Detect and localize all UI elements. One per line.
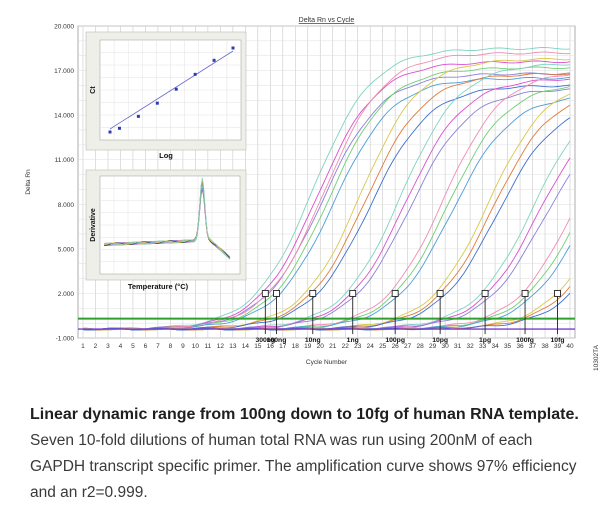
regression-line <box>109 50 234 130</box>
amplification-figure: Delta Rn vs Cycle 20.000 17.000 14.000 11.00… <box>25 17 600 371</box>
y-tick-label: 5.000 <box>58 246 75 253</box>
x-axis-label: Cycle Number <box>306 359 348 366</box>
x-tick-label: 3 <box>106 343 110 350</box>
x-tick-label: 24 <box>367 343 375 350</box>
dilution-label: 100fg <box>516 337 534 344</box>
x-tick-label: 15 <box>254 343 262 350</box>
standard-point <box>108 130 112 134</box>
ct-marker <box>521 289 529 297</box>
inset-y-label: Ct <box>90 86 97 94</box>
x-tick-label: 38 <box>541 343 549 350</box>
standard-point <box>136 114 140 118</box>
x-tick-label: 16 <box>267 343 275 350</box>
x-tick-label: 29 <box>429 343 437 350</box>
y-tick-label: 14.000 <box>54 113 74 120</box>
x-tick-label: 2 <box>94 343 98 350</box>
x-tick-label: 20 <box>317 343 325 350</box>
chart-title: Delta Rn vs Cycle <box>299 17 355 24</box>
dilution-label: 10fg <box>551 337 565 344</box>
ct-marker <box>349 289 357 297</box>
ct-marker <box>436 289 444 297</box>
melt-curve <box>103 177 231 259</box>
standard-point <box>155 101 159 105</box>
dilution-label: 1ng <box>347 337 359 344</box>
x-tick-label: 5 <box>131 343 135 350</box>
standard-point <box>193 72 197 76</box>
caption-body: Seven 10-fold dilutions of human total R… <box>30 432 577 501</box>
caption-title: Linear dynamic range from 100ng down to … <box>30 406 579 423</box>
dilution-label: 1pg <box>479 337 491 344</box>
x-tick-label: 36 <box>516 343 524 350</box>
y-tick-label: 20.000 <box>54 24 74 31</box>
amplification-chart: Delta Rn vs Cycle 20.000 17.000 14.000 11.00… <box>25 17 600 371</box>
x-tick-label: 31 <box>454 343 462 350</box>
y-tick-label: 8.000 <box>58 202 75 209</box>
x-tick-label: 9 <box>181 343 185 350</box>
x-tick-label: 19 <box>304 343 312 350</box>
x-tick-label: 13 <box>229 343 237 350</box>
x-tick-label: 4 <box>119 343 123 350</box>
x-tick-label: 27 <box>404 343 412 350</box>
x-tick-label: 10 <box>192 343 200 350</box>
standard-point <box>174 87 178 91</box>
x-tick-label: 11 <box>204 343 211 350</box>
x-tick-label: 33 <box>479 343 487 350</box>
y-tick-label: 17.000 <box>54 68 74 75</box>
dilution-label: 300ng <box>255 337 275 344</box>
x-tick-label: 21 <box>329 343 337 350</box>
x-tick-label: 39 <box>554 343 562 350</box>
x-tick-label: 25 <box>379 343 387 350</box>
x-tick-label: 28 <box>417 343 425 350</box>
x-tick-label: 12 <box>217 343 225 350</box>
ct-marker <box>481 289 489 297</box>
x-tick-label: 23 <box>354 343 362 350</box>
x-tick-label: 26 <box>392 343 400 350</box>
amplification-curve <box>82 76 571 331</box>
y-tick-label: 11.000 <box>55 157 75 164</box>
ct-marker <box>261 289 269 297</box>
standard-curve-inset: Log Ct <box>85 31 247 160</box>
x-tick-label: 8 <box>169 343 173 350</box>
x-tick-label: 35 <box>504 343 512 350</box>
x-tick-label: 30 <box>442 343 450 350</box>
x-tick-label: 40 <box>566 343 574 350</box>
ct-marker <box>391 289 399 297</box>
x-tick-label: 32 <box>466 343 474 350</box>
dilution-label: 100pg <box>385 337 405 344</box>
inset-x-label: Log <box>159 151 173 160</box>
x-tick-label: 7 <box>156 343 160 350</box>
x-tick-label: 34 <box>491 343 499 350</box>
standard-point <box>212 58 216 62</box>
melt-curve-inset: Temperature (°C) Derivative <box>85 169 247 291</box>
y-tick-label: 2.000 <box>58 291 75 298</box>
standard-point <box>231 46 235 50</box>
x-tick-label: 18 <box>292 343 300 350</box>
x-tick-label: 6 <box>144 343 148 350</box>
ct-marker <box>309 289 317 297</box>
inset-y-label: Derivative <box>90 208 97 242</box>
ct-marker <box>554 289 561 297</box>
dilution-label: 100ng <box>267 337 287 344</box>
x-tick-label: 22 <box>342 343 350 350</box>
inset-x-label: Temperature (°C) <box>128 282 189 291</box>
side-label: 10302TA <box>593 344 600 371</box>
x-tick-label: 17 <box>279 343 287 350</box>
x-tick-label: 14 <box>242 343 250 350</box>
standard-point <box>117 126 121 130</box>
y-axis-label: Delta Rn <box>25 169 32 195</box>
x-tick-label: 1 <box>81 343 85 350</box>
melt-curve <box>103 179 231 260</box>
x-tick-label: 37 <box>529 343 537 350</box>
y-tick-label: -1.000 <box>56 336 75 343</box>
dilution-label: 10pg <box>432 337 448 344</box>
dilution-label: 10ng <box>305 337 321 344</box>
ct-marker <box>273 289 281 297</box>
figure-caption: Linear dynamic range from 100ng down to … <box>30 404 590 506</box>
